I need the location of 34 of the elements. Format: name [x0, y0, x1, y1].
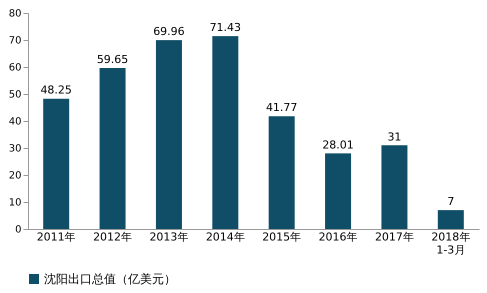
x-tick-label: 2017年	[374, 230, 414, 244]
bar	[268, 116, 295, 229]
data-label: 7	[447, 195, 454, 208]
y-tick-label: 70	[8, 36, 22, 46]
bar	[381, 145, 408, 229]
x-tick-label: 2013年	[149, 230, 188, 244]
y-tick-label: 60	[8, 62, 22, 74]
legend-label: 沈阳出口总值（亿美元）	[44, 272, 176, 286]
bar	[156, 40, 182, 229]
data-label: 31	[387, 130, 402, 144]
y-tick-label: 0	[15, 224, 22, 236]
x-tick-label: 2014年	[206, 230, 245, 244]
bar	[325, 153, 352, 229]
data-label: 69.96	[153, 25, 185, 38]
y-tick-label: 40	[8, 116, 22, 128]
y-tick-label: 50	[8, 90, 22, 100]
y-tick-label: 10	[8, 198, 22, 208]
x-tick-label: 2012年	[93, 230, 132, 244]
y-tick-label: 30	[8, 144, 22, 154]
x-tick-label: 2011年	[36, 230, 76, 244]
data-label: 28.01	[322, 138, 354, 152]
data-label: 59.65	[96, 52, 128, 66]
data-label: 41.77	[266, 101, 298, 114]
bar	[212, 36, 238, 229]
y-tick-label: 80	[8, 8, 22, 20]
bar	[100, 68, 126, 229]
data-label: 71.43	[210, 21, 242, 34]
data-label: 48.25	[40, 84, 72, 97]
y-tick-label: 20	[8, 170, 22, 182]
bar	[438, 210, 464, 229]
x-tick-label: 2015年	[262, 230, 302, 244]
x-tick-label: 2016年	[318, 230, 358, 244]
bar	[43, 98, 70, 229]
x-tick-label: 2018年 1-3月	[431, 230, 470, 256]
